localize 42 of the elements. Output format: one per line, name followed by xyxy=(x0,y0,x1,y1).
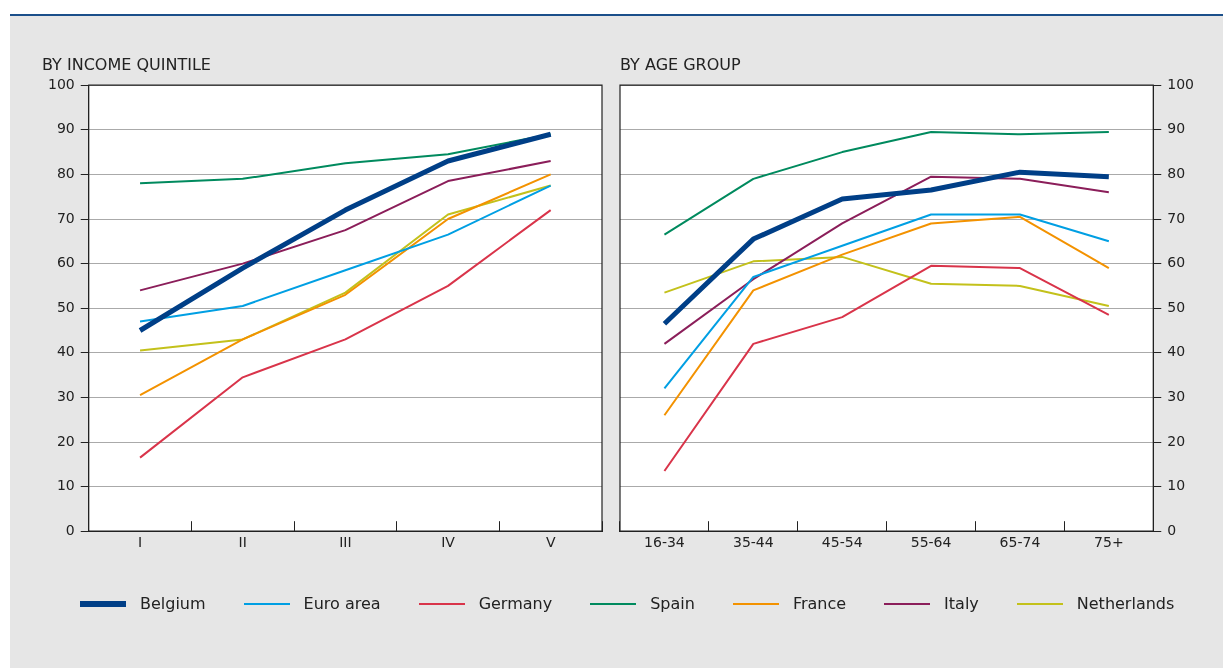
y-tick-label: 50 xyxy=(56,298,75,315)
y2-tick-label: 10 xyxy=(1167,477,1186,494)
x-tick-label: 55-64 xyxy=(910,534,952,551)
legend-label: Italy xyxy=(944,594,979,613)
legend-label: Netherlands xyxy=(1076,594,1175,613)
y-tick-label: 0 xyxy=(65,521,75,538)
chart-title: BY AGE GROUP xyxy=(620,54,742,74)
y2-tick-label: 40 xyxy=(1167,343,1186,360)
y2-tick-label: 70 xyxy=(1167,209,1186,226)
x-tick-label: II xyxy=(238,534,247,551)
y-tick-label: 80 xyxy=(56,165,75,182)
y-tick-label: 100 xyxy=(47,75,75,92)
x-tick-label: 16-34 xyxy=(644,534,685,551)
y2-tick-label: 90 xyxy=(1167,120,1186,137)
y-tick-label: 30 xyxy=(56,388,75,405)
y2-tick-label: 0 xyxy=(1167,521,1177,538)
x-tick-label: I xyxy=(137,534,143,551)
legend-label: Spain xyxy=(650,594,695,613)
y2-tick-label: 30 xyxy=(1167,388,1186,405)
x-tick-label: 45-54 xyxy=(821,534,863,551)
x-tick-label: V xyxy=(545,534,556,551)
y2-tick-label: 80 xyxy=(1167,165,1186,182)
x-tick-label: 65-74 xyxy=(999,534,1041,551)
y-tick-label: 20 xyxy=(56,432,75,449)
legend-label: France xyxy=(792,594,847,613)
legend-label: Euro area xyxy=(303,594,381,613)
y2-tick-label: 60 xyxy=(1167,254,1186,271)
x-tick-label: III xyxy=(339,534,352,551)
y-tick-label: 40 xyxy=(56,343,75,360)
chart-title: BY INCOME QUINTILE xyxy=(42,54,211,74)
y2-tick-label: 100 xyxy=(1167,75,1195,92)
y-tick-label: 70 xyxy=(56,209,75,226)
y-tick-label: 90 xyxy=(56,120,75,137)
y-tick-label: 60 xyxy=(56,254,75,271)
x-tick-label: 75+ xyxy=(1094,534,1124,551)
x-tick-label: 35-44 xyxy=(732,534,774,551)
y2-tick-label: 20 xyxy=(1167,432,1186,449)
y2-tick-label: 50 xyxy=(1167,298,1186,315)
legend-label: Germany xyxy=(478,594,553,613)
legend-label: Belgium xyxy=(140,594,206,613)
y-tick-label: 10 xyxy=(56,477,75,494)
x-tick-label: IV xyxy=(441,534,456,551)
